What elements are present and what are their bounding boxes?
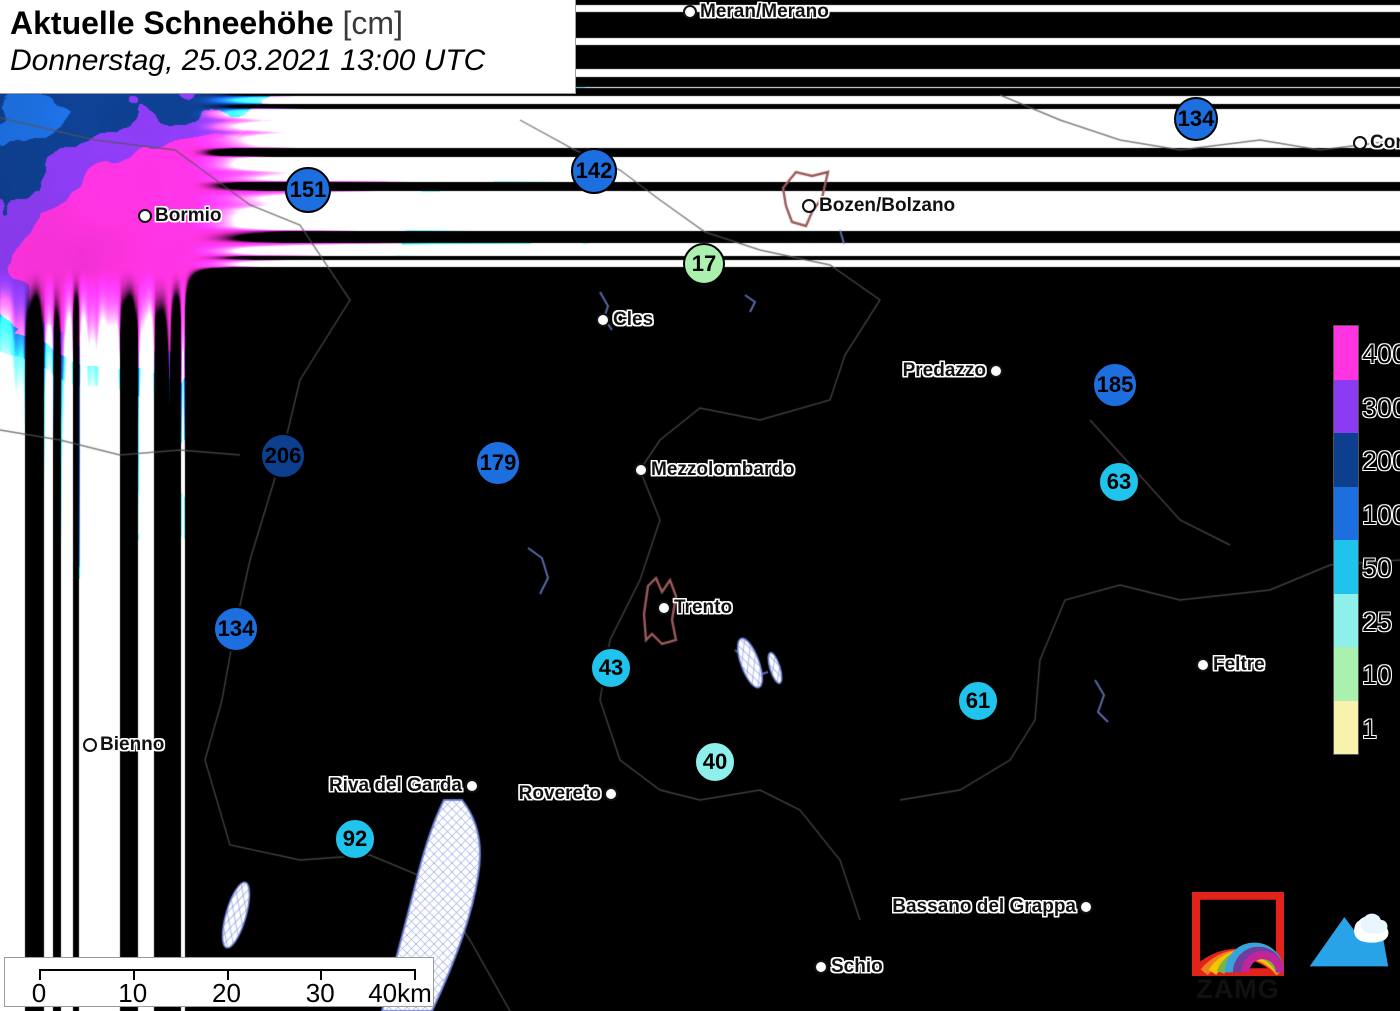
scale-tick (226, 969, 229, 980)
scale-tick (39, 969, 41, 980)
legend-color-swatch (1334, 379, 1358, 433)
city-dot-icon (814, 959, 828, 974)
city-label: Bormio (155, 205, 222, 226)
scale-tick (320, 969, 323, 980)
city-label: Predazzo (902, 360, 986, 381)
legend-color-swatch (1334, 593, 1358, 647)
station-marker[interactable]: 179 (475, 440, 521, 486)
station-marker[interactable]: 134 (1174, 97, 1218, 141)
city-label: Cortina (1370, 132, 1400, 153)
city-marker: Bozen/Bolzano (802, 196, 955, 215)
zamg-logo[interactable]: ZAMG (1192, 892, 1284, 1005)
map-scale-bar: 0 10 20 30 40km (4, 957, 434, 1007)
city-dot-icon (802, 198, 816, 213)
legend-color-swatch (1334, 326, 1358, 380)
city-marker: Mezzolombardo (634, 460, 795, 479)
city-marker: Predazzo (903, 361, 1003, 380)
scale-tick (132, 969, 135, 980)
city-dot-icon (596, 312, 610, 327)
city-label: Riva del Garda (328, 775, 462, 796)
legend-color-swatch (1334, 486, 1358, 540)
station-marker[interactable]: 185 (1092, 362, 1138, 408)
legend-colorbar (1333, 325, 1359, 755)
zamg-rainbow-icon (1192, 892, 1284, 976)
legend-color-swatch (1334, 700, 1358, 754)
city-marker: Schio (814, 957, 883, 976)
city-marker: Rovereto (519, 784, 618, 803)
station-marker[interactable]: 206 (260, 433, 306, 479)
city-marker: Trento (657, 598, 732, 617)
legend-tick-10: 10 (1362, 660, 1393, 691)
station-marker[interactable]: 92 (334, 818, 376, 860)
map-title-plate: Aktuelle Schneehöhe [cm] Donnerstag, 25.… (0, 0, 576, 94)
legend-tick-25: 25 (1362, 606, 1393, 637)
city-dot-icon (989, 363, 1003, 378)
city-dot-icon (634, 462, 648, 477)
city-marker: Cles (596, 310, 653, 329)
legend-tick-200: 200 (1362, 446, 1400, 477)
city-dot-icon (1353, 135, 1367, 150)
station-marker[interactable]: 40 (694, 741, 736, 783)
station-marker[interactable]: 151 (285, 167, 331, 213)
city-label: Rovereto (518, 783, 601, 804)
legend-color-swatch (1334, 433, 1358, 487)
city-marker: Riva del Garda (329, 776, 479, 795)
page-title: Aktuelle Schneehöhe [cm] (10, 4, 561, 42)
city-dot-icon (1196, 657, 1210, 672)
city-dot-icon (138, 208, 152, 223)
legend-tick-1: 1 (1362, 713, 1378, 744)
scale-label-40km: 40km (368, 978, 432, 1008)
legend-tick-400: 400 (1362, 339, 1400, 370)
city-marker: Feltre (1196, 655, 1265, 674)
city-label: Feltre (1213, 654, 1265, 675)
logo-group: ZAMG (1192, 892, 1394, 1005)
city-label: Bozen/Bolzano (819, 195, 956, 216)
scale-label-30: 30 (305, 978, 335, 1008)
scale-label-0: 0 (31, 978, 47, 1008)
city-label: Cles (613, 309, 654, 330)
legend-tick-50: 50 (1362, 553, 1393, 584)
legend-color-swatch (1334, 540, 1358, 594)
city-dot-icon (465, 778, 479, 793)
title-main-text: Aktuelle Schneehöhe (10, 5, 334, 41)
scale-label-20: 20 (212, 978, 241, 1008)
zamg-wordmark: ZAMG (1196, 974, 1280, 1004)
city-dot-icon (604, 786, 618, 801)
station-marker[interactable]: 134 (213, 606, 259, 652)
city-marker: Bormio (138, 206, 222, 225)
city-dot-icon (1079, 899, 1093, 914)
city-label: Meran/Merano (700, 1, 829, 22)
city-label: Trento (674, 597, 733, 618)
city-label: Mezzolombardo (651, 459, 795, 480)
legend-unit-label: cm (1350, 298, 1380, 323)
station-marker[interactable]: 61 (957, 680, 999, 722)
legend-tick-100: 100 (1362, 499, 1400, 530)
cloud-mountain-icon[interactable] (1302, 897, 1394, 981)
city-label: Bienno (100, 734, 165, 755)
scale-label-10: 10 (118, 978, 148, 1008)
city-marker: Bassano del Grappa (892, 897, 1093, 916)
city-label: Schio (831, 956, 883, 977)
station-marker[interactable]: 43 (590, 647, 632, 689)
city-dot-icon (83, 737, 97, 752)
legend-color-swatch (1334, 647, 1358, 701)
legend-tick-300: 300 (1362, 392, 1400, 423)
city-dot-icon (657, 600, 671, 615)
scale-tick (414, 969, 416, 980)
station-marker[interactable]: 17 (683, 243, 725, 285)
station-marker[interactable]: 63 (1098, 461, 1140, 503)
city-marker: Cortina (1353, 133, 1400, 152)
city-dot-icon (683, 4, 697, 19)
page-subtitle: Donnerstag, 25.03.2021 13:00 UTC (10, 44, 486, 77)
station-marker[interactable]: 142 (571, 148, 617, 194)
city-marker: Meran/Merano (683, 2, 829, 21)
title-unit-text: [cm] (342, 5, 403, 41)
legend-tick-labels: 400 300 200 100 50 25 10 1 (1358, 325, 1400, 755)
city-label: Bassano del Grappa (892, 896, 1076, 917)
city-marker: Bienno (83, 735, 164, 754)
color-legend: cm 400 300 200 100 50 25 10 1 (1328, 300, 1400, 755)
